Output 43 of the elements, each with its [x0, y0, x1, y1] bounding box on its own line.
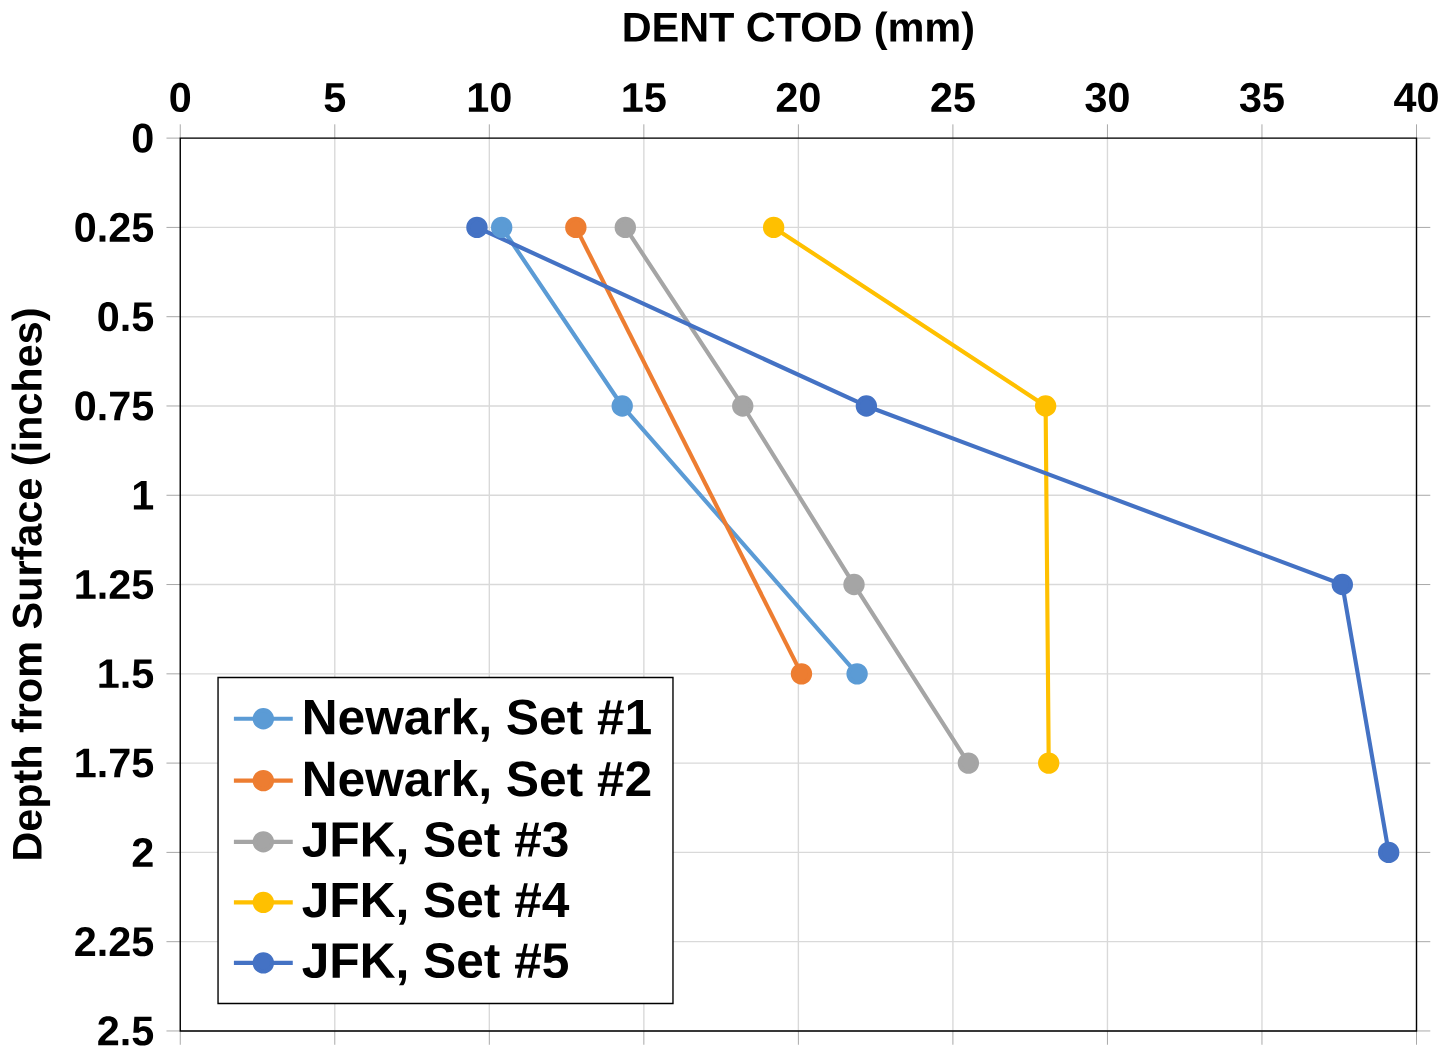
x-tick-label: 15	[623, 83, 666, 113]
legend-label: Newark, Set #1	[305, 698, 651, 742]
point	[843, 573, 865, 596]
point	[490, 216, 513, 239]
y-tick-label: 2	[132, 837, 153, 867]
x-tick-label: 35	[1239, 82, 1284, 113]
y-tick-label: 1.25	[76, 569, 154, 600]
x-tick-label: 30	[1085, 82, 1129, 113]
x-tick-label: 10	[468, 82, 511, 113]
legend-label: JFK, Set #4	[302, 882, 570, 925]
x-tick-label: 5	[324, 83, 346, 113]
y-tick-label: 1.75	[76, 748, 154, 778]
y-tick-label: 0.5	[98, 302, 154, 332]
point	[565, 216, 587, 239]
y-tick-label: 0.25	[75, 212, 154, 242]
point	[466, 216, 488, 239]
point	[611, 395, 633, 417]
x-tick-label: 20	[776, 82, 820, 113]
y-tick-label: 1	[133, 481, 154, 510]
point	[957, 752, 980, 774]
point	[855, 395, 878, 417]
y-tick-label: 0.75	[75, 391, 154, 421]
y-tick-label: 2.25	[75, 927, 154, 957]
legend-label: Newark, Set #2	[305, 760, 651, 804]
x-axis-title: DENT CTOD (mm)	[624, 11, 973, 51]
point	[762, 216, 785, 239]
legend-label: JFK, Set #3	[302, 821, 568, 865]
y-tick-label: 2.5	[98, 1016, 154, 1046]
x-tick-label: 25	[931, 82, 975, 113]
legend-label: JFK, Set #5	[302, 942, 568, 986]
x-tick-label: 0	[170, 82, 191, 113]
point	[846, 663, 868, 685]
point	[1331, 573, 1354, 596]
point	[790, 663, 813, 685]
y-tick-label: 1.5	[99, 659, 154, 689]
point	[1378, 841, 1400, 864]
x-tick-label: 40	[1394, 82, 1438, 113]
point	[614, 216, 636, 239]
y-axis-title: Depth from Surface (inches)	[11, 309, 51, 859]
y-tick-label: 0	[132, 123, 153, 153]
point	[1038, 752, 1060, 774]
point	[1034, 395, 1057, 417]
point	[732, 395, 754, 417]
